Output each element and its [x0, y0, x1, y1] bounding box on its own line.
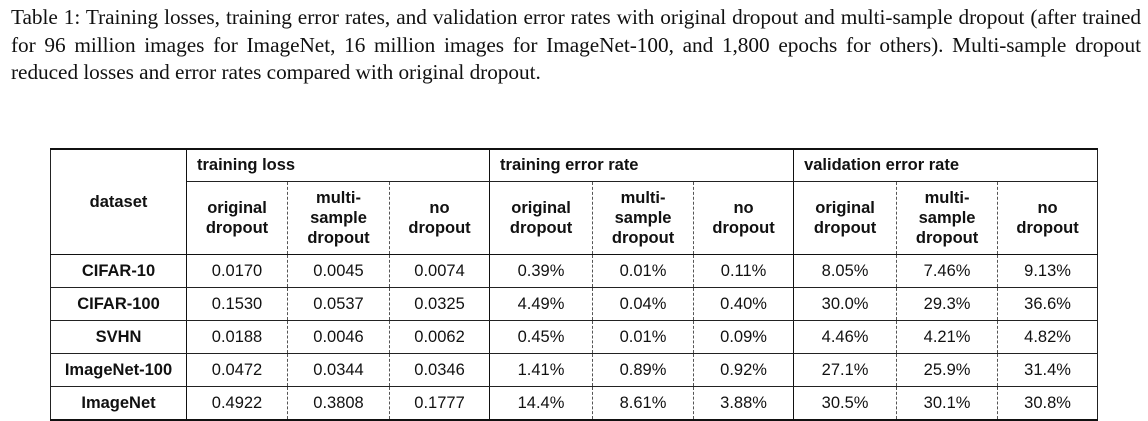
value-cell: 0.0188: [186, 320, 288, 354]
group-header-validation-error-rate: validation error rate: [793, 148, 1099, 182]
value-cell: 0.0074: [388, 254, 491, 288]
sub-header-original-dropout: original dropout: [186, 181, 288, 255]
value-cell: 0.1777: [388, 386, 491, 421]
sub-header-no-dropout: no dropout: [997, 181, 1099, 255]
value-cell: 8.05%: [793, 254, 898, 288]
sub-header-multi-sample-dropout: multi- sample dropout: [592, 181, 695, 255]
value-cell: 0.01%: [592, 254, 695, 288]
value-cell: 0.04%: [592, 287, 695, 321]
value-cell: 0.01%: [592, 320, 695, 354]
value-cell: 0.0170: [186, 254, 288, 288]
group-header-row: dataset training loss training error rat…: [50, 148, 1099, 255]
value-cell: 27.1%: [793, 353, 898, 387]
value-cell: 0.1530: [186, 287, 288, 321]
value-cell: 7.46%: [896, 254, 999, 288]
value-cell: 25.9%: [896, 353, 999, 387]
value-cell: 0.40%: [693, 287, 795, 321]
dataset-header: dataset: [50, 148, 187, 255]
value-cell: 8.61%: [592, 386, 695, 421]
value-cell: 0.92%: [693, 353, 795, 387]
sub-header-line: original: [511, 199, 571, 217]
table-row: ImageNet-100 0.0472 0.0344 0.0346 1.41% 0.89%…: [50, 353, 1099, 387]
value-cell: 0.45%: [489, 320, 594, 354]
sub-header-line: dropout: [611, 229, 675, 247]
value-cell: 0.09%: [693, 320, 795, 354]
group-header-training-loss: training loss: [185, 148, 491, 182]
sub-header-line: dropout: [408, 219, 471, 237]
value-cell: 30.0%: [793, 287, 898, 321]
sub-header-line: multi-: [924, 189, 970, 207]
caption-text: Training losses, training error rates, a…: [11, 5, 1142, 84]
value-cell: 0.0537: [287, 287, 390, 321]
sub-header-line: no: [1037, 199, 1058, 217]
value-cell: 31.4%: [997, 353, 1099, 387]
dataset-cell: CIFAR-10: [50, 254, 187, 288]
results-table-container: dataset training loss training error rat…: [50, 148, 1099, 421]
value-cell: 4.82%: [997, 320, 1099, 354]
sub-header-line: dropout: [509, 219, 573, 237]
value-cell: 0.0344: [287, 353, 390, 387]
value-cell: 0.0062: [388, 320, 491, 354]
sub-header-line: dropout: [813, 219, 877, 237]
value-cell: 0.0045: [287, 254, 390, 288]
value-cell: 4.21%: [896, 320, 999, 354]
value-cell: 0.11%: [693, 254, 795, 288]
value-cell: 0.0325: [388, 287, 491, 321]
value-cell: 30.1%: [896, 386, 999, 421]
sub-header-original-dropout: original dropout: [793, 181, 898, 255]
sub-header-no-dropout: no dropout: [693, 181, 795, 255]
value-cell: 29.3%: [896, 287, 999, 321]
value-cell: 0.3808: [287, 386, 390, 421]
sub-header-line: original: [207, 199, 267, 217]
sub-header-multi-sample-dropout: multi- sample dropout: [896, 181, 999, 255]
value-cell: 30.5%: [793, 386, 898, 421]
value-cell: 0.0046: [287, 320, 390, 354]
value-cell: 4.49%: [489, 287, 594, 321]
sub-header-no-dropout: no dropout: [388, 181, 491, 255]
sub-header-line: dropout: [205, 219, 269, 237]
sub-header-line: dropout: [1016, 219, 1079, 237]
table-row: CIFAR-10 0.0170 0.0045 0.0074 0.39% 0.01% 0.11…: [50, 254, 1099, 288]
dataset-cell: ImageNet: [50, 386, 187, 421]
sub-header-line: multi-: [316, 189, 361, 207]
sub-header-line: no: [429, 199, 450, 217]
value-cell: 0.4922: [186, 386, 288, 421]
dataset-cell: CIFAR-100: [50, 287, 187, 321]
table-row: CIFAR-100 0.1530 0.0537 0.0325 4.49% 0.04% 0.4…: [50, 287, 1099, 321]
dataset-cell: SVHN: [50, 320, 187, 354]
results-table: dataset training loss training error rat…: [50, 148, 1099, 421]
sub-header-line: original: [815, 199, 875, 217]
group-header-training-error-rate: training error rate: [489, 148, 795, 182]
value-cell: 3.88%: [693, 386, 795, 421]
value-cell: 9.13%: [997, 254, 1099, 288]
value-cell: 0.0472: [186, 353, 288, 387]
sub-header-line: no: [733, 199, 754, 217]
value-cell: 30.8%: [997, 386, 1099, 421]
sub-header-line: sample: [310, 209, 367, 227]
sub-header-line: sample: [918, 209, 976, 227]
sub-header-original-dropout: original dropout: [489, 181, 594, 255]
value-cell: 14.4%: [489, 386, 594, 421]
value-cell: 36.6%: [997, 287, 1099, 321]
dataset-cell: ImageNet-100: [50, 353, 187, 387]
sub-header-row: original dropout multi- sample dropout n…: [51, 181, 1099, 255]
sub-header-line: multi-: [620, 189, 666, 207]
value-cell: 0.0346: [388, 353, 491, 387]
value-cell: 4.46%: [793, 320, 898, 354]
table-caption: Table 1: Training losses, training error…: [11, 4, 1141, 87]
sub-header-multi-sample-dropout: multi- sample dropout: [287, 181, 390, 255]
table-row: SVHN 0.0188 0.0046 0.0062 0.45% 0.01% 0.09% 4.4…: [50, 320, 1099, 354]
sub-header-line: dropout: [307, 229, 370, 247]
sub-header-line: dropout: [915, 229, 979, 247]
table-row: ImageNet 0.4922 0.3808 0.1777 14.4% 8.61% 3.88…: [50, 386, 1099, 421]
sub-header-line: sample: [614, 209, 672, 227]
sub-header-line: dropout: [712, 219, 775, 237]
value-cell: 0.89%: [592, 353, 695, 387]
value-cell: 0.39%: [489, 254, 594, 288]
caption-label: Table 1:: [11, 5, 81, 29]
table-body: CIFAR-10 0.0170 0.0045 0.0074 0.39% 0.01% 0.11…: [50, 254, 1099, 421]
value-cell: 1.41%: [489, 353, 594, 387]
